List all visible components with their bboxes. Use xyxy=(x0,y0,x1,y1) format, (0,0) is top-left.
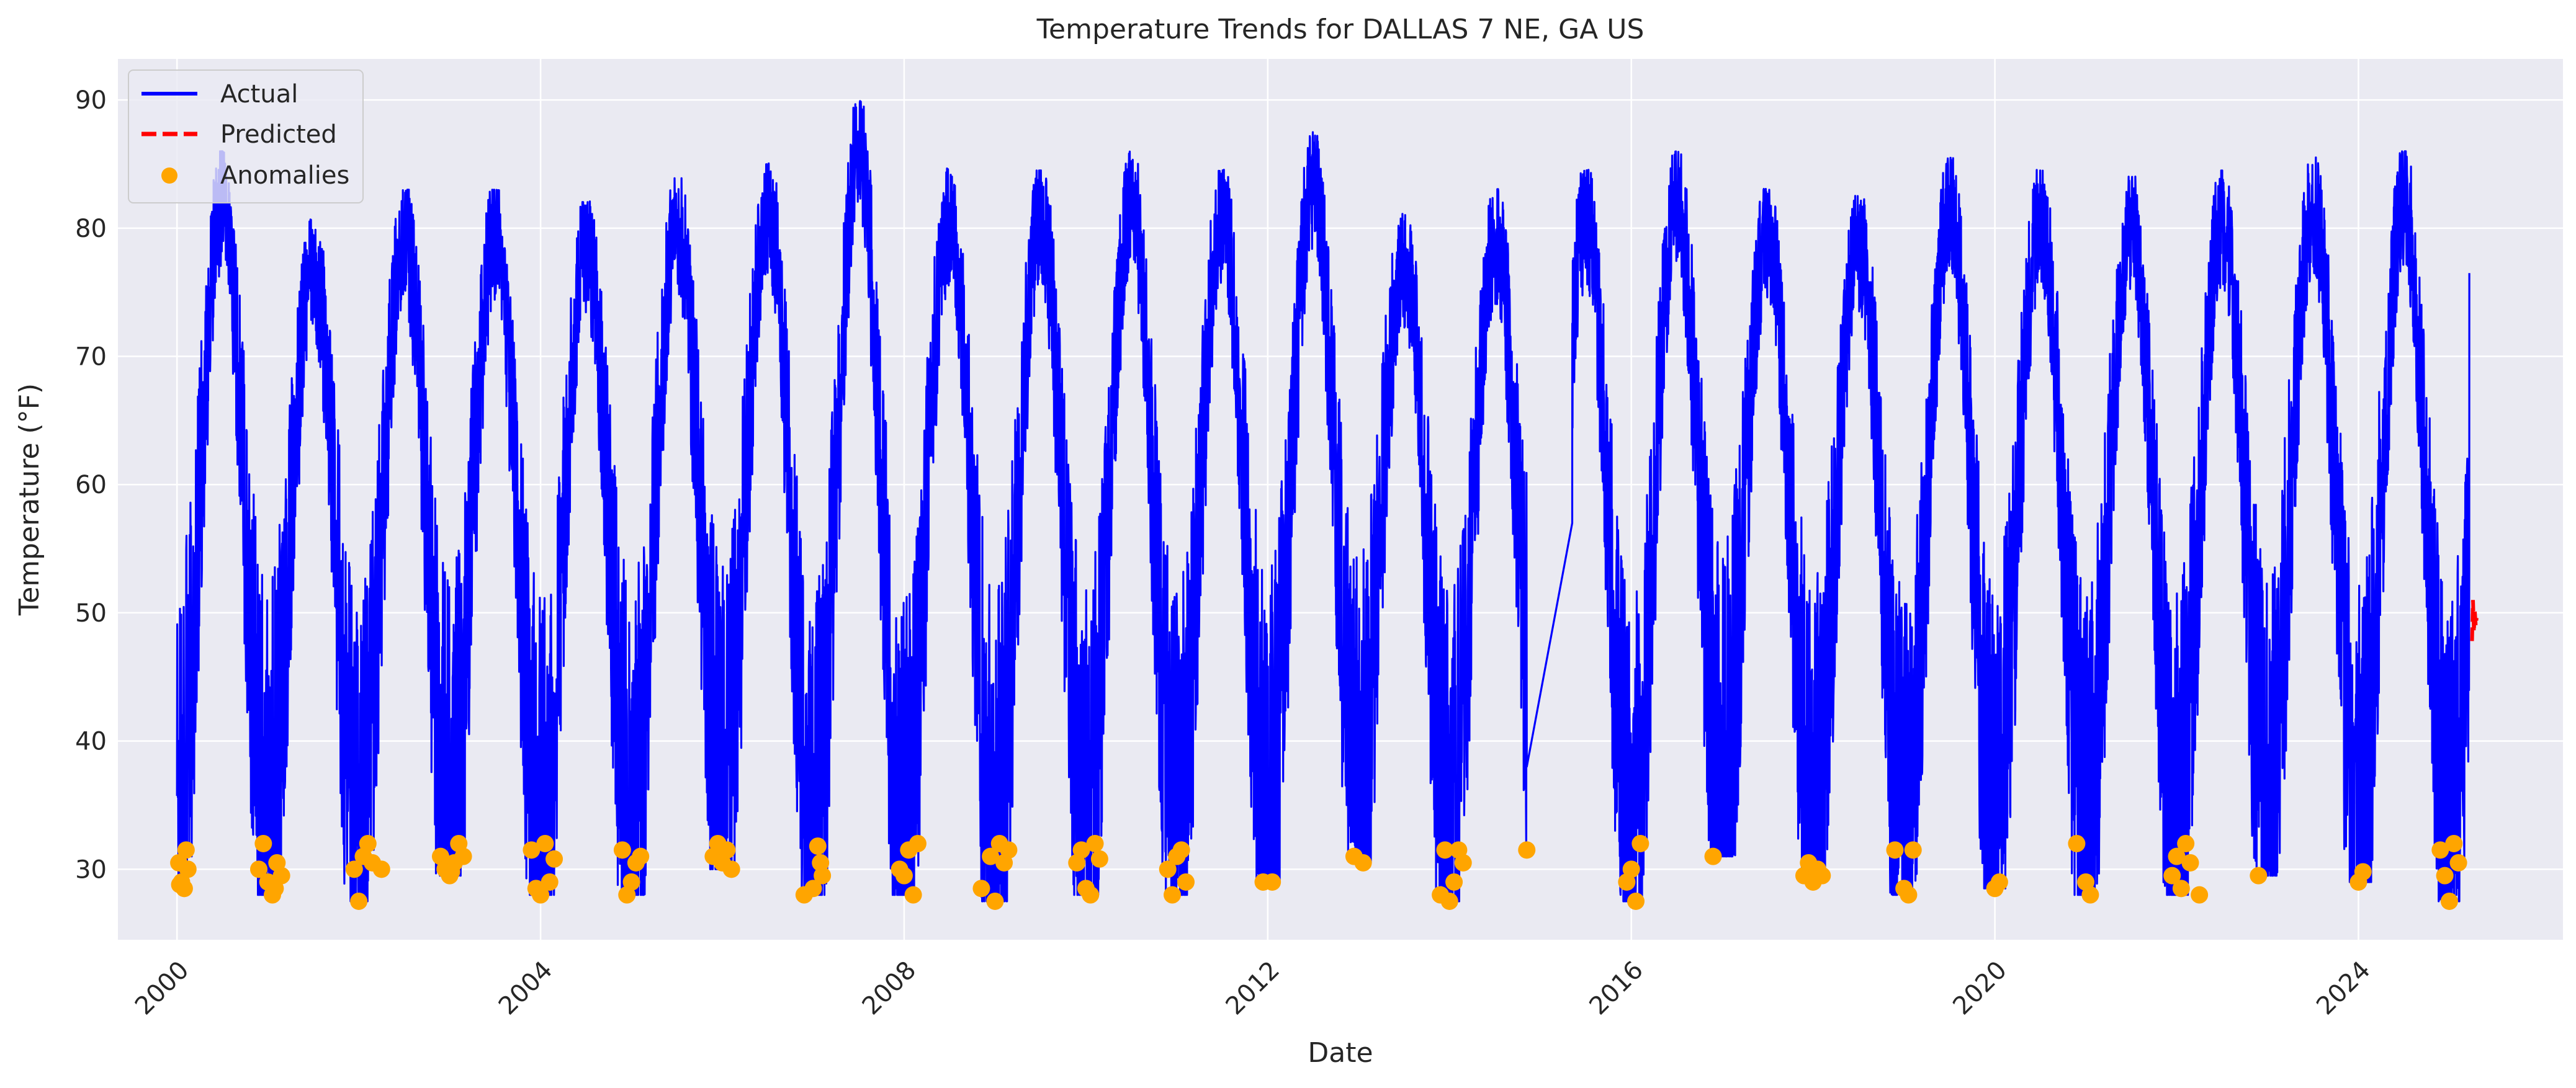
y-tick-label: 70 xyxy=(75,343,107,372)
anomaly-point xyxy=(2081,886,2099,904)
anomaly-point xyxy=(541,873,559,891)
anomaly-point xyxy=(2436,867,2454,885)
anomaly-point xyxy=(359,834,377,852)
anomaly-point xyxy=(1164,886,1182,904)
anomaly-point xyxy=(1000,841,1018,859)
legend-predicted-label: Predicted xyxy=(220,120,337,149)
anomaly-point xyxy=(1263,873,1281,891)
predicted-series-line xyxy=(2470,600,2479,641)
anomaly-point xyxy=(523,841,541,859)
anomaly-point xyxy=(812,854,830,872)
anomaly-point xyxy=(1704,847,1722,865)
actual-series-line xyxy=(176,100,2471,903)
anomaly-point xyxy=(1436,841,1454,859)
anomaly-point xyxy=(372,860,390,878)
anomaly-point xyxy=(1159,860,1177,878)
anomaly-point xyxy=(982,847,1000,865)
anomaly-point xyxy=(986,892,1004,910)
anomaly-point xyxy=(171,876,189,894)
anomaly-point xyxy=(1900,886,1918,904)
anomaly-point xyxy=(532,886,550,904)
anomaly-point xyxy=(442,863,460,881)
anomaly-point xyxy=(1990,873,2008,891)
anomaly-point xyxy=(1627,892,1645,910)
anomaly-point xyxy=(632,847,650,865)
y-tick-label: 80 xyxy=(75,215,107,243)
anomaly-point xyxy=(2445,834,2463,852)
anomaly-point xyxy=(350,892,368,910)
anomaly-point xyxy=(2181,854,2199,872)
anomaly-point xyxy=(895,867,913,885)
anomaly-point xyxy=(254,834,272,852)
anomaly-point xyxy=(2172,880,2190,898)
series-layer xyxy=(170,100,2479,910)
y-tick-label: 50 xyxy=(75,599,107,628)
anomaly-point xyxy=(1445,873,1463,891)
anomaly-point xyxy=(622,873,640,891)
chart-title: Temperature Trends for DALLAS 7 NE, GA U… xyxy=(1036,14,1645,45)
anomaly-point xyxy=(536,834,554,852)
anomaly-point xyxy=(1454,854,1472,872)
anomaly-point xyxy=(972,880,990,898)
legend-actual-label: Actual xyxy=(220,80,298,109)
legend: Actual Predicted Anomalies xyxy=(128,69,364,203)
anomaly-point xyxy=(345,860,363,878)
y-axis-label: Temperature (°F) xyxy=(14,383,45,616)
y-tick-label: 30 xyxy=(75,855,107,884)
anomaly-point xyxy=(718,841,736,859)
anomaly-point xyxy=(1172,841,1190,859)
legend-box xyxy=(128,69,364,203)
anomaly-point xyxy=(2068,834,2086,852)
y-tick-label: 40 xyxy=(75,728,107,756)
anomaly-point xyxy=(804,880,822,898)
anomaly-point xyxy=(1086,834,1104,852)
anomaly-point xyxy=(266,880,284,898)
anomaly-point xyxy=(2250,867,2268,885)
anomaly-point xyxy=(613,841,631,859)
y-tick-label: 90 xyxy=(75,86,107,115)
y-tick-label: 60 xyxy=(75,471,107,499)
anomaly-point xyxy=(2177,834,2195,852)
anomaly-point xyxy=(179,860,197,878)
anomaly-point xyxy=(1622,860,1640,878)
anomaly-point xyxy=(272,867,290,885)
anomaly-point xyxy=(809,837,827,855)
anomaly-point xyxy=(904,886,922,904)
anomaly-point xyxy=(177,841,195,859)
legend-anomalies-label: Anomalies xyxy=(220,161,349,190)
anomaly-point xyxy=(2163,867,2181,885)
anomaly-point xyxy=(545,850,563,868)
anomaly-point xyxy=(2354,863,2372,881)
anomaly-point xyxy=(1177,873,1195,891)
anomaly-point xyxy=(1904,841,1922,859)
anomaly-point xyxy=(454,847,472,865)
anomaly-point xyxy=(2191,886,2209,904)
anomaly-point xyxy=(2449,854,2467,872)
anomaly-point xyxy=(1440,892,1458,910)
anomaly-point xyxy=(250,860,268,878)
x-axis-label: Date xyxy=(1308,1037,1373,1069)
anomaly-point xyxy=(2168,847,2186,865)
anomaly-point xyxy=(1518,841,1536,859)
legend-anomalies-marker xyxy=(161,167,177,184)
anomaly-point xyxy=(814,867,832,885)
anomaly-point xyxy=(2431,841,2449,859)
anomaly-point xyxy=(909,834,927,852)
anomaly-point xyxy=(1354,854,1372,872)
y-tick-labels: 30 40 50 60 70 80 90 xyxy=(75,86,107,884)
anomaly-point xyxy=(722,860,740,878)
anomaly-point xyxy=(1072,841,1090,859)
anomaly-point xyxy=(1082,886,1100,904)
anomaly-point xyxy=(1090,850,1108,868)
anomaly-point xyxy=(1886,841,1904,859)
anomaly-point xyxy=(2440,892,2458,910)
anomaly-point xyxy=(1631,834,1649,852)
anomaly-point xyxy=(1813,867,1831,885)
